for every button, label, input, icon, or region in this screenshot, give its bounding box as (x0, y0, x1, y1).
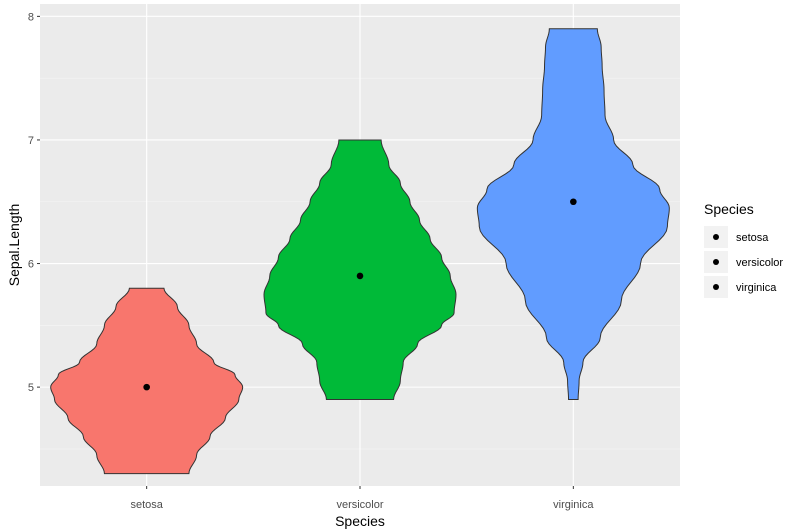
violin-setosa (50, 287, 244, 475)
y-axis: 5 6 7 8 (28, 11, 40, 394)
violin-versicolor (263, 139, 457, 400)
violin-virginica (476, 28, 670, 400)
legend: Species setosa versicolor virginica (704, 201, 783, 298)
y-tick-label: 6 (28, 259, 34, 271)
legend-title: Species (704, 201, 754, 217)
x-axis: setosa versicolor virginica (130, 486, 594, 511)
mean-point-virginica (570, 198, 577, 206)
x-tick-label: setosa (130, 499, 163, 511)
legend-dot-virginica (713, 284, 719, 290)
y-tick-label: 8 (28, 11, 34, 23)
x-tick-label: versicolor (336, 499, 383, 511)
y-axis-title: Sepal.Length (6, 204, 22, 287)
legend-label-versicolor: versicolor (736, 257, 783, 269)
legend-dot-versicolor (713, 259, 719, 265)
x-tick-label: virginica (553, 499, 594, 511)
x-axis-title: Species (335, 513, 385, 529)
legend-dot-setosa (713, 234, 719, 240)
y-tick-label: 5 (28, 382, 34, 394)
y-tick-label: 7 (28, 135, 34, 147)
mean-point-versicolor (356, 272, 364, 280)
mean-point-setosa (143, 383, 150, 391)
legend-label-setosa: setosa (736, 232, 769, 244)
legend-label-virginica: virginica (736, 282, 777, 294)
violins (50, 28, 670, 475)
